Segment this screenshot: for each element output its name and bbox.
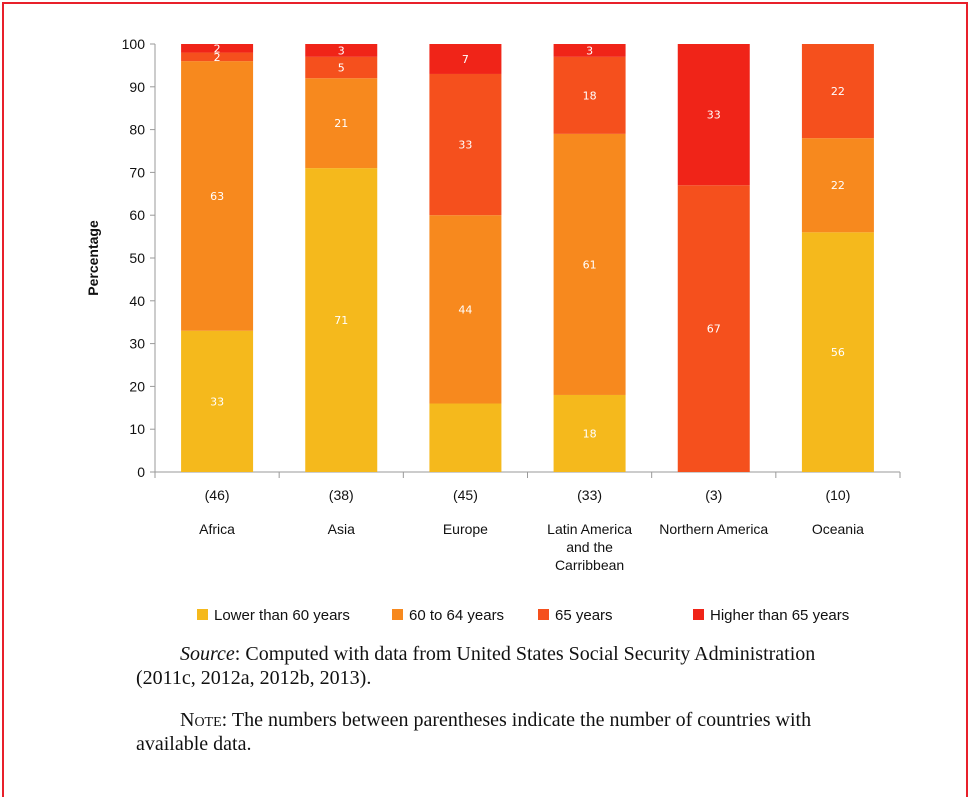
legend-label: 65 years <box>555 607 613 624</box>
legend-swatch <box>693 609 704 620</box>
data-label: 71 <box>334 314 348 327</box>
y-tick-label: 30 <box>129 336 145 352</box>
data-label: 33 <box>210 395 224 408</box>
category-name-label: Latin America <box>547 521 632 537</box>
bar-segment <box>677 185 750 473</box>
data-label: 2 <box>214 51 221 64</box>
data-label: 33 <box>458 139 472 152</box>
data-label: 67 <box>707 323 721 336</box>
category-name-label: Africa <box>199 521 235 537</box>
data-label: 44 <box>458 303 472 316</box>
legend-label: Higher than 65 years <box>710 607 849 624</box>
legend-label: Lower than 60 years <box>214 607 350 624</box>
category-count-label: (3) <box>705 487 722 503</box>
bar-segment <box>429 403 502 472</box>
y-tick-label: 0 <box>137 464 145 480</box>
data-label: 63 <box>210 190 224 203</box>
y-tick-label: 70 <box>129 164 145 180</box>
y-tick-label: 10 <box>129 421 145 437</box>
bar-segment <box>181 52 254 62</box>
category-count-label: (46) <box>205 487 230 503</box>
data-label: 33 <box>707 109 721 122</box>
legend-label: 60 to 64 years <box>409 607 504 624</box>
bar-segment <box>553 56 626 134</box>
y-tick-label: 50 <box>129 250 145 266</box>
x-axis-labels: (46) Africa (38) Asia (45) Europe (33) Latin Am… <box>199 487 864 573</box>
source-note: Source: Computed with data from United S… <box>136 642 856 690</box>
y-axis-label: Percentage <box>85 220 101 296</box>
y-tick-label: 80 <box>129 122 145 138</box>
legend-swatch <box>197 609 208 620</box>
data-label: 61 <box>583 258 597 271</box>
data-label: 56 <box>831 346 845 359</box>
category-name-label: and the <box>566 539 613 555</box>
bar-segment <box>305 56 378 79</box>
source-text: : Computed with data from United States … <box>136 643 816 689</box>
bar-segment <box>305 78 378 169</box>
bar-segment <box>801 232 874 472</box>
note-text: Note: The numbers between parentheses in… <box>136 708 856 756</box>
data-label: 21 <box>334 117 348 130</box>
bar-segment <box>181 330 254 472</box>
y-tick-label: 20 <box>129 378 145 394</box>
data-label: 3 <box>586 44 593 57</box>
legend: Lower than 60 years 60 to 64 years 65 year… <box>197 607 849 624</box>
bar-segment <box>181 44 254 53</box>
note-label: Note <box>180 709 222 731</box>
y-tick-label: 60 <box>129 207 145 223</box>
bar-segment <box>429 215 502 404</box>
category-count-label: (38) <box>329 487 354 503</box>
bar-segment <box>305 44 378 57</box>
legend-swatch <box>538 609 549 620</box>
data-label: 22 <box>831 179 845 192</box>
category-name-label: Oceania <box>812 521 864 537</box>
bar-segment <box>801 44 874 139</box>
data-label: 5 <box>338 62 345 75</box>
category-count-label: (45) <box>453 487 478 503</box>
category-name-label: Asia <box>328 521 355 537</box>
bar-segment <box>429 73 502 216</box>
category-count-label: (33) <box>577 487 602 503</box>
bar-segment <box>801 138 874 233</box>
data-label: 18 <box>583 89 597 102</box>
category-name-label: Carribbean <box>555 557 624 573</box>
bar-segment <box>305 168 378 472</box>
y-tick-label: 40 <box>129 293 145 309</box>
bar-segment <box>553 44 626 57</box>
legend-swatch <box>392 609 403 620</box>
y-tick-label: 100 <box>122 36 146 52</box>
bar-segment <box>553 133 626 395</box>
data-label: 22 <box>831 85 845 98</box>
data-label: 2 <box>214 42 221 55</box>
category-name-label: Europe <box>443 521 488 537</box>
category-count-label: (10) <box>825 487 850 503</box>
bar-segment <box>553 394 626 472</box>
source-label: Source <box>180 643 235 665</box>
bar-segment <box>181 61 254 331</box>
bar-segment <box>677 44 750 186</box>
data-label: 18 <box>583 427 597 440</box>
y-axis: 0 10 20 30 40 50 60 70 80 90 100 <box>122 36 901 480</box>
category-name-label: Northern America <box>659 521 768 537</box>
note-body: : The numbers between parentheses indica… <box>136 709 812 755</box>
bar-segment <box>429 44 502 74</box>
data-label: 3 <box>338 44 345 57</box>
data-label: 7 <box>462 53 469 66</box>
y-tick-label: 90 <box>129 79 145 95</box>
